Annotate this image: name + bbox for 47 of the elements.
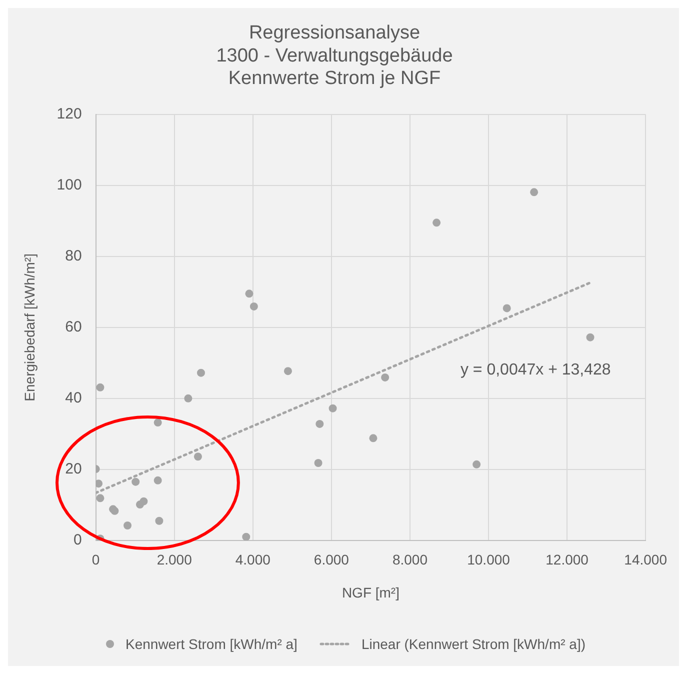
point [194,452,202,461]
point [184,394,192,402]
legend-label: Kennwert Strom [kWh/m² a] [126,636,298,652]
point [502,304,511,312]
point [154,476,162,484]
y-tick-label: 120 [56,106,82,123]
point [245,290,254,298]
x-tick-label: 10.000 [467,552,510,568]
chart-title: Regressionsanalyse 1300 - Verwaltungsgebäude Kennwerte Strom je NGF [216,22,453,90]
point [242,532,250,540]
x-tick-label: 0 [92,552,100,568]
x-tick-label: 6.000 [314,552,350,568]
point [284,367,292,376]
point [314,459,322,468]
y-tick-label: 100 [56,176,82,194]
point [530,188,538,196]
point [250,302,258,310]
point [328,404,337,412]
point [432,218,441,227]
point [316,420,324,428]
point [132,478,140,486]
x-tick-label: 14.000 [624,552,668,568]
x-tick-label: 8.000 [392,552,428,568]
point [472,460,481,468]
point [369,434,378,442]
point [124,521,132,530]
x-tick-label: 12.000 [546,552,589,568]
y-tick-label: 0 [73,532,82,549]
point [96,480,103,488]
point [140,497,148,506]
point [154,418,162,427]
point [381,373,390,382]
x-tick-label: 4.000 [235,552,271,568]
annotation: y = 0,0047x + 13,428 [460,361,611,378]
point [96,494,104,502]
point [196,368,205,377]
y-tick-label: 60 [65,318,82,336]
point [96,383,104,392]
y-axis-title: Energiebedarf [kWh/m²] [21,253,38,402]
y-tick-label: 80 [65,248,82,265]
point [586,333,594,342]
x-tick-label: 2.000 [156,552,192,568]
x-axis-title: NGF [m²] [342,584,400,600]
y-tick-label: 40 [65,390,82,407]
point [155,516,164,525]
y-tick-label: 20 [65,460,82,478]
legend-label: Linear (Kennwert Strom [kWh/m² a]) [361,636,586,652]
